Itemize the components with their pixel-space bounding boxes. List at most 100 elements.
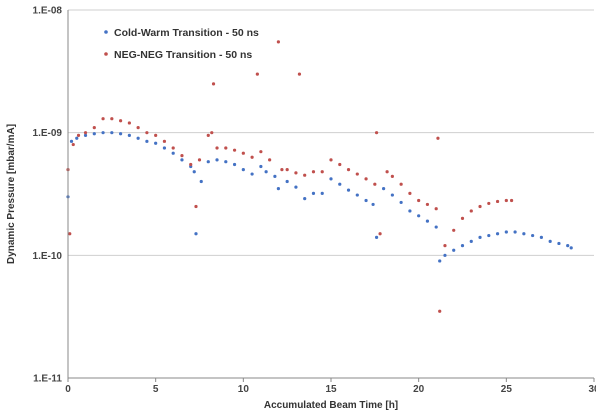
cold-warm-point [145,139,149,143]
y-tick-label: 1.E-09 [33,128,63,139]
neg-neg-point [119,119,123,123]
neg-neg-point [206,133,210,137]
cold-warm-point [276,186,280,191]
cold-warm-point [329,177,333,181]
cold-warm-point [390,193,394,197]
cold-warm-point [232,162,237,167]
cold-warm-point [569,246,573,250]
cold-warm-point [320,191,324,195]
neg-neg-point [469,209,473,213]
legend-marker-neg-neg [104,52,108,56]
neg-neg-point [259,150,263,154]
cold-warm-point [75,136,79,140]
x-tick-label: 10 [238,384,250,395]
cold-warm-point [285,179,289,184]
cold-warm-point [127,133,131,137]
neg-neg-point [71,142,75,147]
neg-neg-point [241,151,245,155]
neg-neg-point [385,170,389,174]
cold-warm-point [408,209,412,213]
neg-neg-point [154,133,158,137]
neg-neg-point [364,177,368,181]
neg-neg-point [297,72,302,76]
neg-neg-point [232,148,237,152]
cold-warm-point [478,235,482,240]
x-tick-label: 30 [588,384,596,395]
neg-neg-point [268,158,272,162]
y-axis-title: Dynamic Pressure [mbar/mA] [6,124,17,264]
legend-label-cold-warm: Cold-Warm Transition - 50 ns [114,27,259,39]
neg-neg-point [180,154,184,158]
neg-neg-point [509,198,514,203]
cold-warm-point [487,233,491,238]
y-tick-label: 1.E-08 [33,6,63,17]
cold-warm-point [171,151,175,155]
x-tick-label: 15 [325,384,337,395]
neg-neg-point [280,167,284,172]
neg-neg-point [346,167,351,172]
x-tick-label: 20 [413,384,425,395]
cold-warm-point [425,219,430,223]
neg-neg-point [443,244,447,248]
cold-warm-point [539,235,544,240]
cold-warm-point [438,259,442,263]
neg-neg-point [504,198,508,203]
neg-neg-point [255,72,259,76]
x-axis-title: Accumulated Beam Time [h] [264,400,398,411]
legend: Cold-Warm Transition - 50 ns NEG-NEG Tra… [104,27,259,61]
neg-neg-point [417,198,421,203]
neg-neg-point [478,204,482,209]
cold-warm-point [513,230,517,234]
cold-warm-point [443,253,447,257]
grid-layer [68,9,594,256]
neg-neg-point [438,309,442,313]
cold-warm-point [303,197,307,201]
cold-warm-point [162,146,167,150]
cold-warm-point [495,232,500,236]
neg-neg-point [495,199,500,204]
neg-neg-point [101,117,105,121]
neg-neg-point [136,125,140,130]
cold-warm-point [224,160,228,164]
cold-warm-point [199,179,203,184]
cold-warm-point [273,174,277,178]
neg-neg-point [76,133,81,137]
legend-label-neg-neg: NEG-NEG Transition - 50 ns [114,49,252,61]
neg-neg-point [320,170,324,174]
neg-neg-point [374,131,379,135]
neg-neg-point [92,125,96,130]
cold-warm-point [241,167,245,172]
cold-warm-point [374,235,379,240]
neg-neg-point [127,121,131,125]
neg-neg-point [487,201,491,206]
neg-neg-point [145,131,149,135]
cold-warm-point [460,244,465,248]
cold-warm-point [180,158,184,162]
neg-neg-point [162,139,167,143]
y-tick-label: 1.E-11 [33,374,62,385]
neg-neg-point [68,232,72,236]
cold-warm-point [92,132,96,136]
legend-marker-cold-warm [104,30,108,34]
neg-neg-point [452,228,456,232]
neg-neg-point [110,117,114,121]
x-tick-label: 5 [153,384,159,395]
cold-warm-point [250,172,254,176]
cold-warm-point [364,198,368,203]
cold-warm-point [311,191,316,195]
neg-neg-point [390,174,394,178]
cold-warm-point [504,230,508,234]
neg-neg-point [434,207,438,211]
cold-warm-point [557,241,561,246]
neg-neg-point [436,136,440,140]
neg-neg-point [303,173,307,177]
cold-warm-point [154,141,158,145]
neg-neg-point [425,202,430,207]
cold-warm-point [119,132,123,136]
cold-warm-point [566,244,570,248]
neg-neg-point [294,171,298,175]
neg-neg-point [171,146,175,150]
cold-warm-point [136,136,140,140]
points-layer [66,40,573,313]
cold-warm-point [548,239,552,243]
